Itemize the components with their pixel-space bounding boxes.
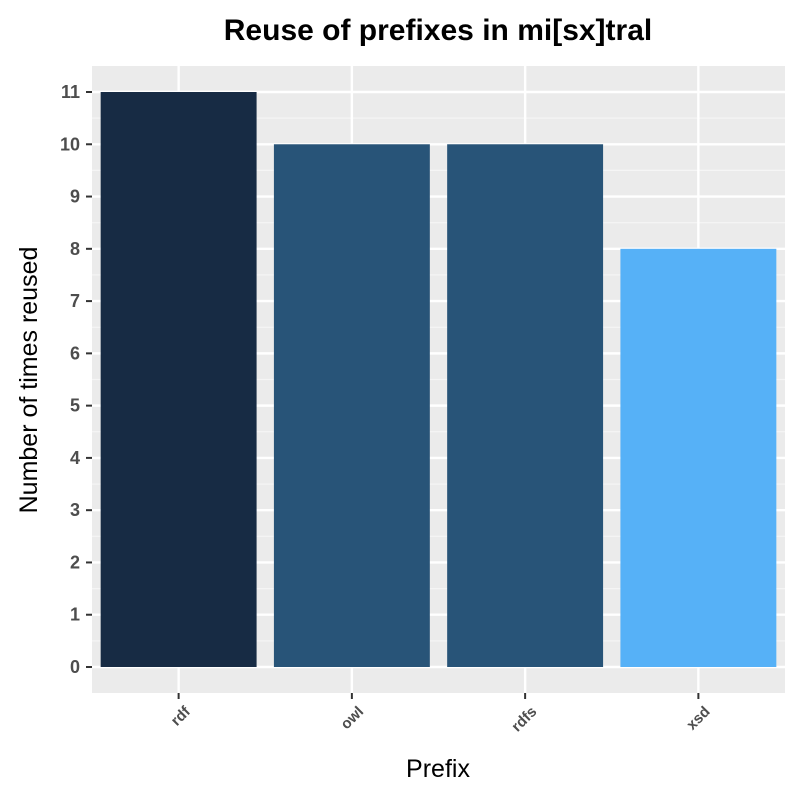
x-tick-label: xsd	[683, 703, 713, 733]
x-tick-label: rdf	[168, 703, 195, 730]
bar-rdf	[100, 92, 257, 667]
bar-xsd	[620, 248, 777, 667]
x-tick-label: rdfs	[508, 703, 540, 735]
y-axis-ticks: 0 1 2 3 4 5 6 7 8 9 10 11	[60, 82, 92, 677]
y-tick-label: 9	[70, 187, 80, 207]
y-tick-label: 11	[61, 82, 80, 102]
y-tick-label: 6	[70, 343, 80, 363]
y-tick-label: 2	[70, 552, 80, 572]
bar-owl	[273, 144, 430, 668]
y-axis-title: Number of times reused	[15, 247, 43, 514]
y-tick-label: 1	[70, 605, 80, 625]
bar-rdfs	[447, 144, 604, 668]
x-axis-title: Prefix	[406, 755, 470, 783]
x-tick-label: owl	[337, 703, 367, 733]
y-tick-label: 10	[60, 134, 80, 154]
chart-title: Reuse of prefixes in mi[sx]tral	[224, 14, 652, 47]
y-tick-label: 4	[70, 448, 80, 468]
y-tick-label: 0	[70, 657, 80, 677]
bars	[100, 92, 777, 668]
y-tick-label: 5	[70, 396, 80, 416]
y-tick-label: 3	[70, 500, 80, 520]
y-tick-label: 7	[70, 291, 80, 311]
x-axis-ticks: rdf owl rdfs xsd	[168, 693, 714, 735]
y-tick-label: 8	[70, 239, 80, 259]
